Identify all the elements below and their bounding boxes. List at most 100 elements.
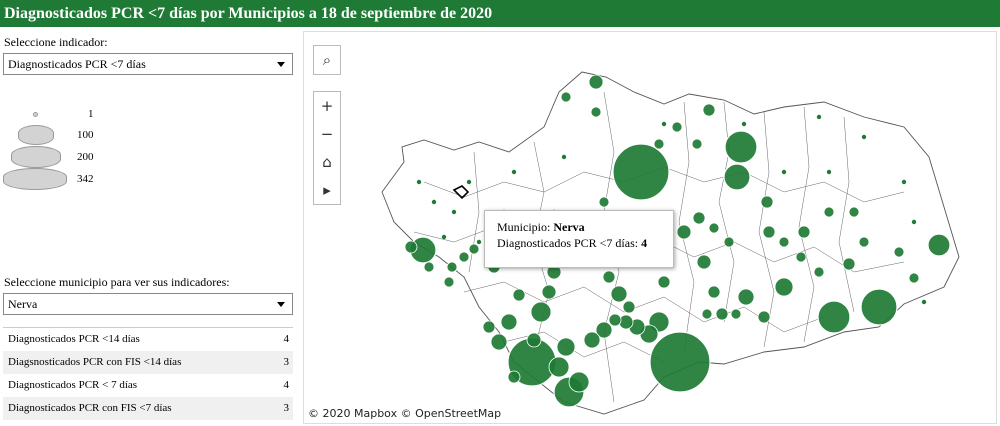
- home-icon[interactable]: ⌂: [322, 153, 332, 171]
- municipio-bubble[interactable]: [583, 331, 601, 349]
- zoom-out-icon[interactable]: −: [320, 125, 334, 143]
- municipio-bubble[interactable]: [671, 121, 683, 133]
- municipio-bubble[interactable]: [715, 307, 729, 321]
- municipio-dot[interactable]: [921, 299, 927, 305]
- municipio-bubble[interactable]: [817, 300, 851, 334]
- municipio-bubble[interactable]: [482, 320, 496, 334]
- indicator-name: Diagsnosticados PCR con FIS <14 días: [8, 356, 182, 368]
- municipio-bubble[interactable]: [795, 251, 807, 263]
- municipio-bubble[interactable]: [657, 275, 671, 289]
- municipio-bubble[interactable]: [701, 308, 713, 320]
- municipio-dot[interactable]: [476, 239, 482, 245]
- municipio-bubble[interactable]: [893, 246, 905, 258]
- municipio-bubble[interactable]: [541, 284, 557, 300]
- municipio-dot[interactable]: [661, 121, 667, 127]
- municipio-bubble[interactable]: [724, 130, 758, 164]
- municipio-bubble[interactable]: [490, 333, 508, 351]
- municipio-bubble[interactable]: [530, 301, 552, 323]
- municipio-bubble[interactable]: [797, 225, 811, 239]
- municipio-bubble[interactable]: [602, 270, 616, 284]
- municipio-bubble[interactable]: [691, 138, 703, 150]
- municipio-bubble[interactable]: [860, 288, 898, 326]
- municipio-bubble[interactable]: [927, 233, 951, 257]
- tooltip-municipio-value: Nerva: [553, 220, 585, 234]
- indicator-dropdown[interactable]: Diagnosticados PCR <7 días: [3, 53, 293, 75]
- municipio-bubble[interactable]: [500, 313, 518, 331]
- municipio-bubble[interactable]: [618, 314, 634, 330]
- legend-circle-icon: [3, 168, 67, 190]
- municipio-bubble[interactable]: [423, 261, 435, 273]
- municipio-dot[interactable]: [741, 121, 747, 127]
- municipio-bubble[interactable]: [730, 308, 742, 320]
- municipio-bubble[interactable]: [737, 288, 755, 306]
- municipio-bubble[interactable]: [842, 257, 856, 271]
- municipio-bubble[interactable]: [676, 224, 692, 240]
- map-tooltip: Municipio: Nerva Diagnosticados PCR <7 d…: [484, 210, 674, 268]
- municipio-dot[interactable]: [441, 234, 447, 240]
- municipio-dot[interactable]: [466, 179, 472, 185]
- municipio-dropdown[interactable]: Nerva: [3, 293, 293, 315]
- municipio-bubble[interactable]: [813, 266, 825, 278]
- municipio-bubble[interactable]: [446, 261, 458, 273]
- municipio-bubble[interactable]: [778, 236, 790, 248]
- municipio-bubble[interactable]: [848, 206, 860, 218]
- municipio-bubble[interactable]: [507, 370, 521, 384]
- size-legend-item: 200: [0, 146, 120, 169]
- indicator-table: Diagnosticados PCR <14 días 4 Diagsnosti…: [3, 327, 293, 420]
- municipio-bubble[interactable]: [526, 332, 542, 348]
- municipio-dot[interactable]: [416, 179, 422, 185]
- municipio-bubble[interactable]: [908, 272, 920, 284]
- municipio-bubble[interactable]: [556, 337, 576, 357]
- municipio-bubble[interactable]: [723, 163, 751, 191]
- municipio-dot[interactable]: [511, 169, 517, 175]
- municipio-dot[interactable]: [901, 179, 907, 185]
- municipio-bubble[interactable]: [610, 285, 628, 303]
- municipio-bubble[interactable]: [458, 251, 470, 263]
- municipio-dot[interactable]: [781, 169, 787, 175]
- municipio-bubble[interactable]: [608, 313, 622, 327]
- municipio-bubble[interactable]: [708, 222, 720, 234]
- bubble-layer: [404, 74, 951, 408]
- municipio-dot[interactable]: [911, 219, 917, 225]
- map-view[interactable]: ⌕ + − ⌂ ▸ Municipio: Nerva Diagnosticado…: [303, 31, 997, 424]
- municipio-bubble[interactable]: [588, 74, 604, 90]
- municipio-dot[interactable]: [816, 114, 822, 120]
- municipio-bubble[interactable]: [696, 254, 712, 270]
- municipio-bubble[interactable]: [568, 371, 590, 393]
- municipio-bubble[interactable]: [612, 143, 670, 201]
- legend-circle-icon: [33, 112, 38, 117]
- municipio-bubble[interactable]: [823, 206, 835, 218]
- municipio-bubble[interactable]: [595, 321, 613, 339]
- municipio-dot[interactable]: [826, 169, 832, 175]
- municipio-dot[interactable]: [431, 199, 437, 205]
- municipio-bubble[interactable]: [560, 91, 572, 103]
- municipio-bubble[interactable]: [760, 195, 774, 209]
- municipio-dot[interactable]: [861, 134, 867, 140]
- municipio-bubble[interactable]: [692, 211, 706, 225]
- play-icon[interactable]: ▸: [323, 181, 331, 199]
- municipio-bubble[interactable]: [548, 356, 570, 378]
- search-icon[interactable]: ⌕: [322, 51, 332, 69]
- municipio-bubble[interactable]: [598, 196, 610, 208]
- municipio-bubble[interactable]: [653, 138, 665, 150]
- municipio-bubble[interactable]: [590, 106, 602, 118]
- municipio-bubble[interactable]: [707, 285, 721, 299]
- chevron-down-icon: [277, 62, 285, 67]
- municipio-bubble[interactable]: [468, 243, 480, 255]
- municipio-bubble[interactable]: [512, 288, 526, 302]
- municipio-bubble[interactable]: [762, 225, 776, 239]
- zoom-in-icon[interactable]: +: [320, 97, 334, 115]
- municipio-bubble[interactable]: [404, 240, 418, 254]
- municipio-bubble[interactable]: [858, 236, 870, 248]
- municipio-bubble[interactable]: [774, 277, 794, 297]
- map-search-control[interactable]: ⌕: [313, 45, 341, 75]
- municipio-bubble[interactable]: [757, 310, 771, 324]
- municipio-bubble[interactable]: [649, 331, 711, 393]
- municipio-dot[interactable]: [561, 154, 567, 160]
- legend-value: 200: [77, 151, 94, 163]
- municipio-bubble[interactable]: [723, 236, 735, 248]
- municipio-bubble[interactable]: [702, 103, 716, 117]
- municipio-dot[interactable]: [451, 209, 457, 215]
- municipio-bubble[interactable]: [622, 300, 636, 314]
- municipio-bubble[interactable]: [443, 276, 455, 288]
